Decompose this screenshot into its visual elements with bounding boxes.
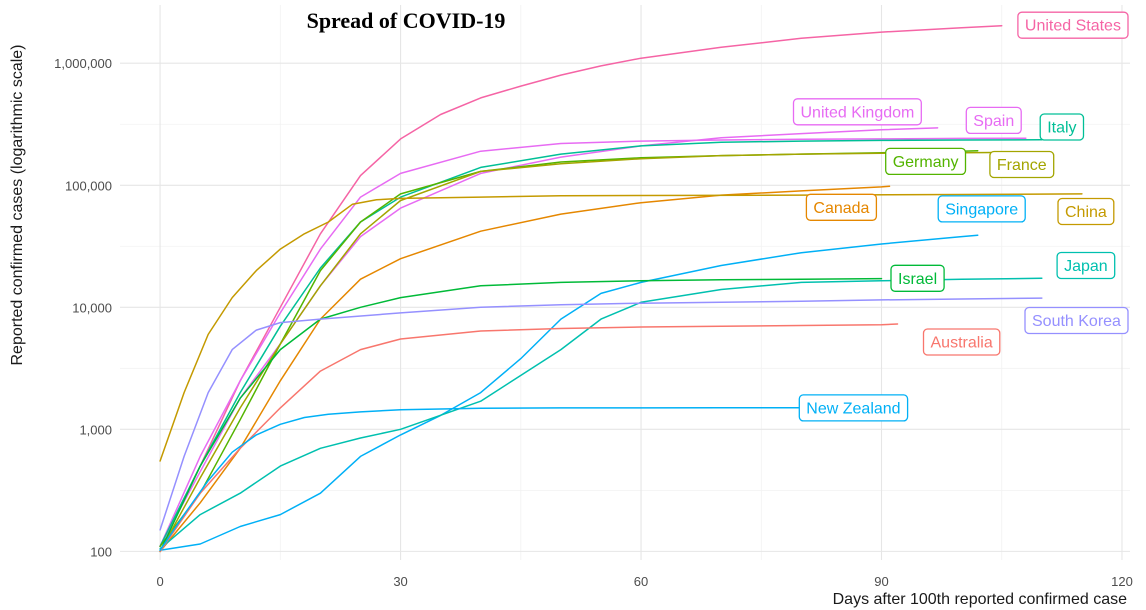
series-label-australia: Australia xyxy=(922,328,1001,356)
series-lines xyxy=(159,24,1083,553)
y-axis-ticks: 100 1,000 10,000 100,000 1,000,000 xyxy=(54,56,112,559)
series-line-united-states xyxy=(159,24,1003,548)
label-box xyxy=(1039,113,1085,141)
y-tick-label: 100 xyxy=(90,544,112,559)
x-tick-label: 120 xyxy=(1111,574,1133,589)
label-text: Italy xyxy=(1047,120,1076,137)
series-label-singapore: Singapore xyxy=(937,195,1026,223)
label-box xyxy=(792,98,922,126)
series-label-spain: Spain xyxy=(965,106,1022,135)
label-box xyxy=(1024,306,1129,335)
y-axis-title: Reported confirmed cases (logarithmic sc… xyxy=(9,44,26,365)
series-line-canada xyxy=(159,185,891,553)
series-label-south-korea: South Korea xyxy=(1024,306,1129,335)
label-box xyxy=(1056,251,1116,280)
series-label-israel: Israel xyxy=(890,264,945,292)
series-label-italy: Italy xyxy=(1039,113,1085,141)
label-text: United States xyxy=(1025,18,1121,35)
label-box xyxy=(890,264,945,292)
label-text: Germany xyxy=(893,154,959,171)
series-line-japan xyxy=(159,277,1043,550)
series-line-singapore xyxy=(159,234,979,552)
series-label-united-kingdom: United Kingdom xyxy=(792,98,922,126)
series-label-canada: Canada xyxy=(805,193,878,221)
label-box xyxy=(1017,11,1129,39)
label-text: China xyxy=(1065,204,1107,221)
minor-gridlines xyxy=(120,5,1130,560)
x-tick-label: 0 xyxy=(156,574,163,589)
series-line-italy xyxy=(159,139,1043,548)
y-tick-label: 100,000 xyxy=(65,178,112,193)
label-box xyxy=(965,106,1022,135)
series-label-united-states: United States xyxy=(1017,11,1129,39)
y-tick-label: 1,000,000 xyxy=(54,56,112,71)
label-text: New Zealand xyxy=(806,400,900,417)
label-text: Singapore xyxy=(945,201,1018,218)
x-tick-label: 90 xyxy=(874,574,888,589)
series-label-japan: Japan xyxy=(1056,251,1116,280)
series-line-china xyxy=(159,193,1083,462)
label-box xyxy=(1057,197,1115,226)
label-box xyxy=(798,394,909,422)
y-tick-label: 1,000 xyxy=(79,422,112,437)
label-box xyxy=(885,147,967,176)
label-text: Israel xyxy=(898,271,937,288)
x-axis-title: Days after 100th reported confirmed case xyxy=(833,591,1127,608)
label-text: Australia xyxy=(931,335,993,352)
series-label-new-zealand: New Zealand xyxy=(798,394,909,422)
label-text: South Korea xyxy=(1032,313,1121,330)
label-text: Spain xyxy=(973,113,1014,130)
label-box xyxy=(805,193,878,221)
label-text: Canada xyxy=(813,200,869,217)
y-tick-label: 10,000 xyxy=(72,300,112,315)
series-label-france: France xyxy=(989,150,1055,179)
series-label-china: China xyxy=(1057,197,1115,226)
x-tick-label: 30 xyxy=(393,574,407,589)
x-tick-label: 60 xyxy=(634,574,648,589)
label-text: France xyxy=(997,157,1047,174)
label-text: Japan xyxy=(1064,258,1108,275)
series-label-germany: Germany xyxy=(885,147,967,176)
series-line-israel xyxy=(159,277,883,553)
series-line-new-zealand xyxy=(159,406,803,552)
label-box xyxy=(937,195,1026,223)
x-axis-ticks: 0 30 60 90 120 xyxy=(156,574,1132,589)
label-text: United Kingdom xyxy=(801,104,915,121)
series-line-south-korea xyxy=(159,297,1043,531)
label-box xyxy=(989,150,1055,179)
series-line-spain xyxy=(159,137,1027,548)
chart-title: Spread of COVID-19 xyxy=(307,8,506,33)
label-box xyxy=(922,328,1001,356)
series-labels: United States United Kingdom Spain Italy Ger… xyxy=(792,11,1129,422)
series-line-france xyxy=(159,151,1011,553)
